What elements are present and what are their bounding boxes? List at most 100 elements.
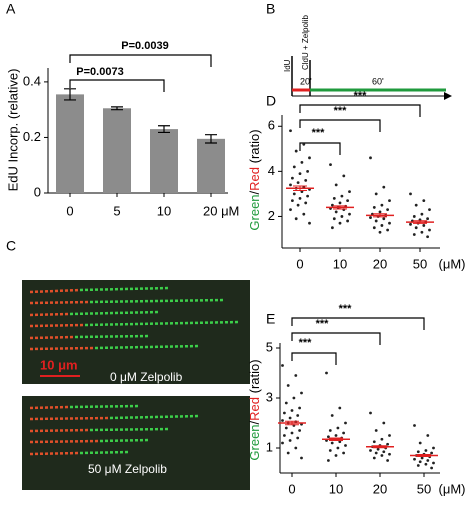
dot: [378, 230, 382, 234]
dot: [420, 230, 424, 234]
dot: [290, 409, 294, 412]
y-axis-label: Green/Red (ratio): [247, 129, 262, 230]
dot: [334, 454, 338, 457]
x-tick-label: 20: [373, 481, 387, 496]
micrograph: [22, 280, 250, 384]
dot: [418, 441, 422, 445]
annotation: ***: [354, 90, 368, 102]
sem-bar: [285, 420, 299, 426]
dot: [304, 201, 308, 205]
dot: [372, 206, 376, 209]
x-tick-label: 0: [66, 203, 73, 218]
y-tick-label: 3: [266, 389, 273, 404]
error-bar: [111, 106, 123, 111]
dot: [338, 221, 342, 225]
dot: [289, 183, 292, 187]
dot: [372, 456, 376, 460]
dot: [340, 194, 344, 198]
x-unit: (μM): [439, 481, 466, 496]
dot: [281, 364, 284, 367]
dot: [327, 459, 330, 462]
sem-bar: [329, 437, 343, 441]
dot: [380, 203, 384, 207]
dot: [330, 414, 334, 417]
dot: [420, 212, 424, 216]
dot: [334, 434, 338, 437]
dot: [426, 459, 430, 462]
dot: [348, 212, 351, 216]
dot: [413, 457, 416, 461]
dot: [289, 129, 292, 133]
dot: [372, 440, 376, 444]
dot: [291, 199, 294, 203]
dot: [430, 466, 433, 470]
x-tick-label: 20: [373, 256, 387, 271]
dot: [426, 217, 429, 221]
dot: [284, 426, 288, 430]
dot: [388, 452, 391, 456]
dot: [328, 429, 332, 432]
y-label-part: /: [247, 190, 262, 194]
dot: [336, 426, 340, 430]
dot: [296, 203, 300, 207]
dot: [288, 416, 292, 420]
dot: [412, 233, 416, 236]
dot: [283, 434, 286, 437]
dot: [430, 451, 433, 455]
bar: [56, 94, 84, 193]
dot: [388, 199, 391, 203]
dot: [424, 449, 428, 452]
label: 60': [372, 76, 384, 86]
dot: [298, 197, 302, 200]
dot: [418, 460, 422, 464]
dot: [374, 429, 378, 432]
x-tick-label: 10: [329, 481, 343, 496]
bracket: [291, 317, 425, 330]
bracket: [69, 79, 165, 92]
dot: [386, 459, 389, 462]
dot: [342, 451, 345, 455]
y-label-part: Red: [247, 397, 262, 421]
dot: [412, 215, 416, 218]
dot: [290, 431, 294, 435]
y-axis-label: EdU Incorp. (relative): [5, 69, 20, 192]
dot: [302, 212, 306, 216]
dot: [382, 185, 386, 189]
y-tick-label: 4: [268, 163, 275, 178]
y-tick-label: 2: [268, 208, 275, 223]
dot: [292, 165, 296, 169]
y-tick-label: 0: [34, 184, 41, 199]
dot: [338, 201, 342, 205]
sem-bar: [333, 205, 347, 210]
y-label-part: /: [247, 420, 262, 424]
x-unit: (μM): [439, 256, 466, 271]
annotation: ***: [334, 105, 348, 117]
dot: [338, 406, 342, 410]
dot: [344, 421, 347, 425]
dot: [294, 374, 298, 377]
dot: [286, 451, 290, 455]
dot: [422, 199, 426, 203]
dot: [288, 439, 292, 442]
panel-label: C: [6, 238, 16, 254]
dot: [428, 228, 431, 232]
arrow-head: [444, 92, 452, 100]
dot: [372, 226, 376, 230]
dot: [386, 228, 389, 232]
dot: [298, 172, 302, 176]
dot: [378, 210, 382, 214]
bracket: [69, 54, 212, 67]
dot: [414, 226, 418, 230]
dot: [306, 169, 309, 173]
dot: [422, 224, 426, 227]
dot: [334, 183, 338, 187]
dot: [420, 456, 424, 460]
label: 20': [300, 76, 312, 86]
annotation: ***: [339, 303, 353, 315]
x-tick-label: 20 μM: [203, 203, 239, 218]
dot: [283, 411, 286, 415]
sem-bar: [417, 454, 431, 457]
y-tick-label: 0.4: [23, 73, 41, 88]
sem-bar: [373, 213, 387, 218]
panel-label: A: [6, 1, 16, 17]
